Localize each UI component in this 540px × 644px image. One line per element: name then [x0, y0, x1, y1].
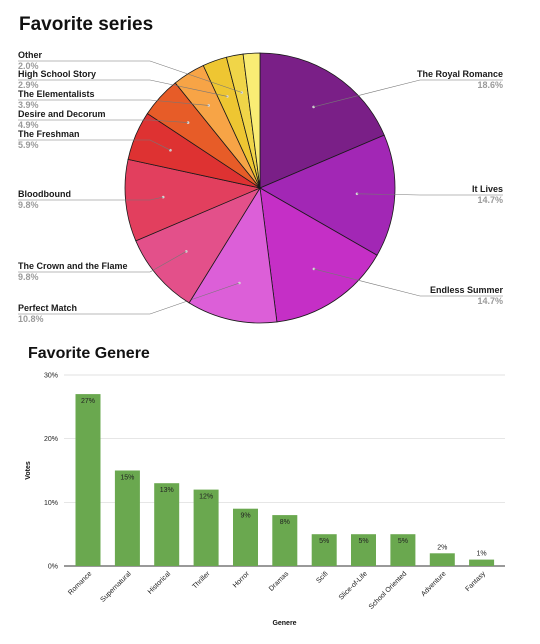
bar-value-label: 5%: [358, 538, 368, 545]
pie-slice-percent: 14.7%: [477, 296, 503, 306]
pie-slice-label: Perfect Match: [18, 303, 77, 313]
bar: [193, 489, 219, 566]
bar-value-label: 9%: [240, 513, 250, 520]
bar-chart: 0% 10% 20% 30% 27% Romance 15% Supernatural 13% H…: [25, 373, 505, 627]
x-tick-label: Dramas: [268, 570, 291, 593]
pie-slice: [242, 52, 261, 189]
x-tick-label: Fantasy: [464, 570, 487, 593]
pie-slice-percent: 3.9%: [18, 100, 39, 110]
pie-slice-label: The Freshman: [18, 129, 80, 139]
pie-slice-label: Endless Summer: [430, 285, 504, 295]
pie-slice-percent: 5.9%: [18, 140, 39, 150]
pie-slice: [135, 187, 262, 304]
pie-slice-percent: 10.8%: [18, 314, 44, 324]
bar-value-label: 5%: [319, 538, 329, 545]
pie-slice-percent: 9.8%: [18, 200, 39, 210]
bar-value-label: 1%: [477, 551, 487, 558]
x-tick-label: Horror: [232, 570, 251, 589]
pie-slice-percent: 4.9%: [18, 120, 39, 130]
bar-value-label: 12%: [199, 494, 213, 501]
pie-leader-line: [313, 79, 503, 108]
y-tick-label: 30%: [44, 373, 58, 380]
pie-leader-line: [313, 268, 503, 297]
pie-slice-label: High School Story: [18, 69, 96, 79]
bar: [469, 559, 495, 566]
pie-slice-label: The Crown and the Flame: [18, 261, 128, 271]
y-tick-label: 10%: [44, 500, 58, 507]
x-tick-label: Slice-of-Life: [338, 570, 369, 601]
pie-leader-line: [18, 99, 209, 106]
y-axis-title: Votes: [25, 461, 32, 480]
x-axis-title: Genere: [272, 620, 296, 627]
pie-slice: [259, 187, 378, 323]
x-tick-label: Thriller: [191, 570, 212, 591]
y-tick-label: 0%: [48, 564, 58, 571]
pie-leader-line: [18, 60, 242, 93]
pie-leader-line: [356, 193, 503, 196]
pie-leader-line: [18, 119, 189, 123]
pie-leader-line: [18, 282, 240, 315]
pie-slice-percent: 9.8%: [18, 272, 39, 282]
bar-value-label: 8%: [280, 519, 290, 526]
pie-slice: [259, 134, 396, 256]
bar-value-label: 2%: [437, 544, 447, 551]
pie-slice-percent: 18.6%: [477, 80, 503, 90]
x-tick-label: Supernatural: [100, 570, 134, 604]
pie-slice: [259, 52, 385, 189]
pie-slice-label: The Elementalists: [18, 89, 95, 99]
pie-leader-line: [18, 251, 187, 273]
bar: [75, 394, 101, 566]
x-tick-label: Scifi: [315, 570, 330, 585]
bar-value-label: 27%: [81, 398, 95, 405]
pie-slice-label: Bloodbound: [18, 189, 71, 199]
x-tick-label: Romance: [67, 570, 93, 596]
bar: [272, 515, 298, 566]
x-tick-label: School Oriented: [368, 570, 409, 611]
x-tick-label: Historical: [147, 570, 173, 596]
bar: [429, 553, 455, 566]
bar: [311, 534, 337, 566]
bar-value-label: 15%: [120, 475, 134, 482]
pie-leader-line: [18, 196, 164, 201]
bar: [114, 470, 140, 566]
pie-chart-title: Favorite series: [19, 14, 154, 35]
pie-slice-percent: 14.7%: [477, 195, 503, 205]
pie-slice: [188, 186, 278, 324]
bar-value-label: 5%: [398, 538, 408, 545]
y-tick-label: 20%: [44, 436, 58, 443]
bar: [390, 534, 416, 566]
bar-value-label: 13%: [160, 487, 174, 494]
pie-slice-percent: 2.9%: [18, 80, 39, 90]
bar: [154, 483, 180, 566]
pie-leader-line: [18, 139, 171, 151]
pie-slice-percent: 2.0%: [18, 61, 39, 71]
pie-leader-line: [18, 79, 228, 97]
bar: [233, 508, 258, 566]
pie-slice-label: The Royal Romance: [417, 69, 503, 79]
pie-slice-label: Desire and Decorum: [18, 109, 106, 119]
bar: [351, 534, 376, 566]
pie-slice-label: Other: [18, 50, 43, 60]
pie-slice-label: It Lives: [472, 184, 503, 194]
pie-slice: [124, 158, 262, 242]
x-tick-label: Adventure: [420, 570, 448, 598]
bar-chart-title: Favorite Genere: [28, 345, 150, 362]
